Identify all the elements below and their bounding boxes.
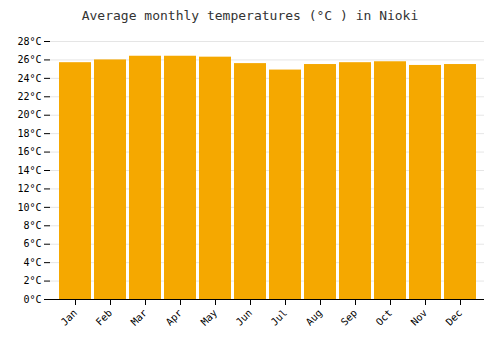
svg-text:Jun: Jun: [234, 307, 255, 328]
svg-text:10°C: 10°C: [17, 202, 41, 213]
svg-text:0°C: 0°C: [23, 294, 41, 305]
svg-text:18°C: 18°C: [17, 128, 41, 139]
svg-text:Oct: Oct: [374, 307, 395, 328]
svg-text:24°C: 24°C: [17, 73, 41, 84]
svg-text:Mar: Mar: [129, 307, 150, 328]
svg-text:8°C: 8°C: [23, 220, 41, 231]
svg-text:Apr: Apr: [164, 307, 185, 328]
svg-text:Feb: Feb: [94, 307, 115, 328]
svg-text:12°C: 12°C: [17, 183, 41, 194]
svg-text:2°C: 2°C: [23, 275, 41, 286]
svg-text:Aug: Aug: [304, 307, 325, 328]
svg-text:4°C: 4°C: [23, 257, 41, 268]
svg-text:May: May: [199, 307, 220, 328]
svg-text:14°C: 14°C: [17, 165, 41, 176]
svg-text:26°C: 26°C: [17, 54, 41, 65]
svg-text:22°C: 22°C: [17, 91, 41, 102]
svg-text:6°C: 6°C: [23, 238, 41, 249]
svg-text:20°C: 20°C: [17, 109, 41, 120]
svg-text:28°C: 28°C: [17, 36, 41, 47]
svg-text:Nov: Nov: [409, 307, 430, 328]
svg-text:Dec: Dec: [444, 307, 465, 328]
svg-text:Jan: Jan: [59, 307, 80, 328]
svg-text:Sep: Sep: [339, 307, 360, 328]
svg-text:Jul: Jul: [269, 307, 290, 328]
svg-text:16°C: 16°C: [17, 146, 41, 157]
html-text:Average monthly temperatures (: Average monthly temperatures (°C ) in Ni…: [81, 8, 419, 23]
